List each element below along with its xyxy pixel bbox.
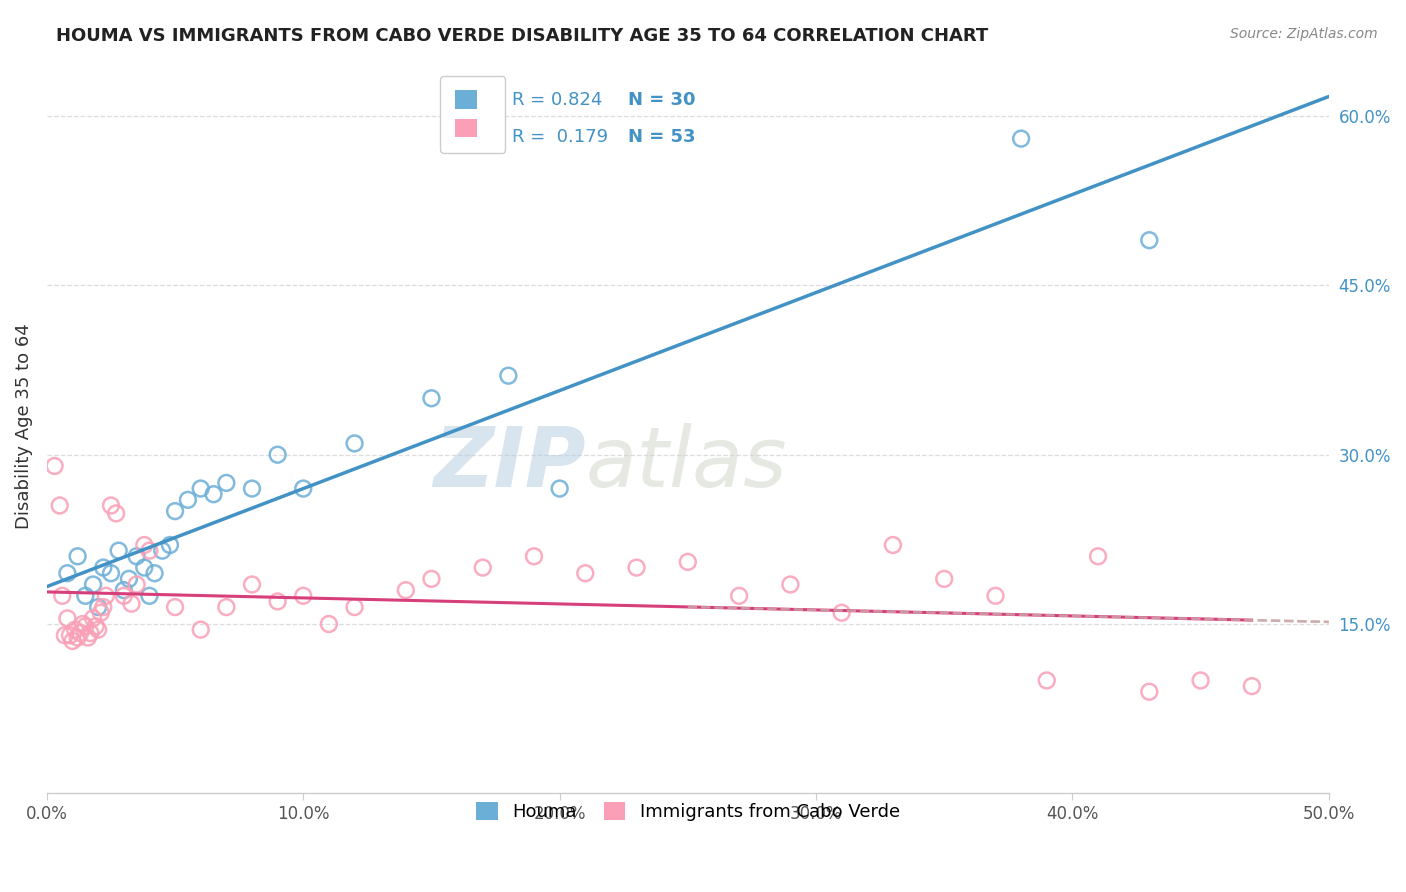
Point bbox=[1087, 549, 1109, 564]
Point bbox=[420, 572, 443, 586]
Point bbox=[177, 492, 200, 507]
Point bbox=[90, 606, 112, 620]
Point bbox=[82, 577, 104, 591]
Point bbox=[523, 549, 546, 564]
Point bbox=[190, 482, 212, 496]
Point bbox=[165, 504, 187, 518]
Point bbox=[66, 631, 89, 645]
Point bbox=[112, 589, 135, 603]
Point bbox=[266, 594, 288, 608]
Point bbox=[79, 626, 101, 640]
Point bbox=[56, 566, 79, 581]
Point bbox=[190, 623, 212, 637]
Point bbox=[107, 543, 129, 558]
Point bbox=[75, 619, 97, 633]
Point bbox=[138, 589, 160, 603]
Point bbox=[87, 623, 110, 637]
Point bbox=[202, 487, 225, 501]
Point bbox=[66, 549, 89, 564]
Point bbox=[105, 507, 128, 521]
Point bbox=[1035, 673, 1057, 688]
Point bbox=[1240, 679, 1263, 693]
Point bbox=[134, 560, 156, 574]
Point bbox=[118, 572, 141, 586]
Point bbox=[1137, 233, 1160, 247]
Point bbox=[548, 482, 571, 496]
Point bbox=[62, 634, 84, 648]
Point bbox=[112, 583, 135, 598]
Point bbox=[134, 538, 156, 552]
Point bbox=[676, 555, 699, 569]
Point bbox=[1010, 131, 1032, 145]
Point bbox=[138, 543, 160, 558]
Text: HOUMA VS IMMIGRANTS FROM CABO VERDE DISABILITY AGE 35 TO 64 CORRELATION CHART: HOUMA VS IMMIGRANTS FROM CABO VERDE DISA… bbox=[56, 27, 988, 45]
Point bbox=[292, 482, 315, 496]
Text: R =  0.179: R = 0.179 bbox=[512, 128, 609, 145]
Point bbox=[91, 560, 114, 574]
Point bbox=[240, 577, 263, 591]
Point bbox=[779, 577, 801, 591]
Point bbox=[343, 436, 366, 450]
Y-axis label: Disability Age 35 to 64: Disability Age 35 to 64 bbox=[15, 324, 32, 529]
Point bbox=[1137, 685, 1160, 699]
Point bbox=[100, 499, 122, 513]
Text: N = 53: N = 53 bbox=[627, 128, 695, 145]
Point bbox=[728, 589, 751, 603]
Point bbox=[91, 600, 114, 615]
Point bbox=[318, 617, 340, 632]
Text: ZIP: ZIP bbox=[433, 423, 585, 504]
Point bbox=[125, 577, 148, 591]
Point bbox=[292, 589, 315, 603]
Point bbox=[44, 458, 66, 473]
Point bbox=[215, 600, 238, 615]
Point bbox=[100, 566, 122, 581]
Point bbox=[94, 589, 117, 603]
Point bbox=[159, 538, 181, 552]
Point bbox=[75, 589, 97, 603]
Point bbox=[87, 600, 110, 615]
Point bbox=[266, 448, 288, 462]
Point bbox=[215, 475, 238, 490]
Point bbox=[82, 611, 104, 625]
Text: N = 30: N = 30 bbox=[627, 91, 695, 109]
Point bbox=[882, 538, 904, 552]
Point bbox=[51, 589, 73, 603]
Point bbox=[53, 628, 76, 642]
Point bbox=[420, 391, 443, 405]
Text: R = 0.824: R = 0.824 bbox=[512, 91, 603, 109]
Point bbox=[77, 631, 100, 645]
Point bbox=[150, 543, 173, 558]
Point bbox=[343, 600, 366, 615]
Point bbox=[498, 368, 520, 383]
Legend: Houma, Immigrants from Cabo Verde: Houma, Immigrants from Cabo Verde bbox=[461, 788, 914, 836]
Point bbox=[125, 549, 148, 564]
Point bbox=[934, 572, 956, 586]
Point bbox=[984, 589, 1007, 603]
Point bbox=[72, 617, 94, 632]
Point bbox=[69, 626, 91, 640]
Point bbox=[143, 566, 166, 581]
Point bbox=[59, 628, 82, 642]
Text: Source: ZipAtlas.com: Source: ZipAtlas.com bbox=[1230, 27, 1378, 41]
Point bbox=[574, 566, 596, 581]
Point bbox=[84, 619, 107, 633]
Text: atlas: atlas bbox=[585, 423, 787, 504]
Point bbox=[56, 611, 79, 625]
Point bbox=[471, 560, 494, 574]
Point bbox=[626, 560, 648, 574]
Point bbox=[831, 606, 853, 620]
Point bbox=[395, 583, 418, 598]
Point bbox=[48, 499, 70, 513]
Point bbox=[1189, 673, 1212, 688]
Point bbox=[240, 482, 263, 496]
Point bbox=[121, 597, 143, 611]
Point bbox=[63, 623, 86, 637]
Point bbox=[165, 600, 187, 615]
